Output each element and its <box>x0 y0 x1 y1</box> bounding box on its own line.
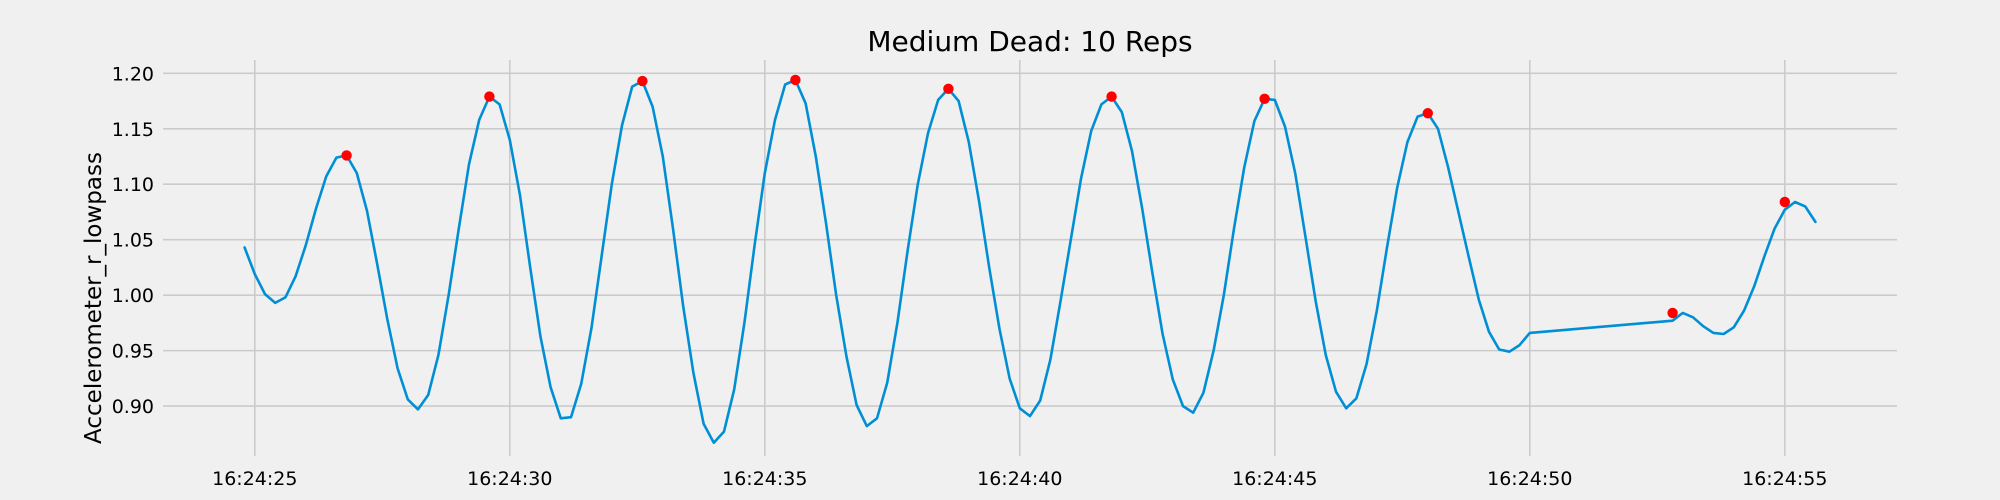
peak-marker <box>1259 93 1270 105</box>
peaks-layer <box>341 74 1791 319</box>
x-tick-label: 16:24:25 <box>212 468 297 490</box>
peak-marker <box>1106 91 1117 102</box>
series-layer <box>243 78 1817 445</box>
y-tick-label: 0.90 <box>112 396 154 418</box>
peak-marker <box>1667 307 1678 319</box>
x-gridlines <box>254 60 1786 456</box>
y-gridlines <box>163 72 1897 407</box>
x-tick-label: 16:24:45 <box>1232 468 1317 490</box>
y-tick-label: 1.15 <box>112 119 154 141</box>
peak-marker <box>341 150 352 161</box>
series-line <box>243 78 1817 445</box>
x-tick-label: 16:24:55 <box>1742 468 1827 490</box>
y-tick-labels: 0.90 0.95 1.00 1.05 1.10 1.15 1.20 <box>112 63 154 418</box>
peak-marker <box>1779 196 1791 208</box>
peak-marker <box>790 74 801 86</box>
y-tick-label: 1.20 <box>112 63 154 85</box>
chart-title: Medium Dead: 10 Reps <box>867 25 1192 58</box>
x-tick-label: 16:24:35 <box>722 468 807 490</box>
x-tick-label: 16:24:30 <box>467 468 552 490</box>
y-tick-label: 1.10 <box>112 174 154 196</box>
y-axis-title: Accelerometer_r_lowpass <box>81 152 107 444</box>
peak-marker <box>1422 108 1434 119</box>
y-tick-label: 1.00 <box>112 285 154 307</box>
x-tick-label: 16:24:50 <box>1487 468 1572 490</box>
peak-marker <box>943 83 954 95</box>
peak-marker <box>484 91 495 102</box>
x-tick-label: 16:24:40 <box>977 468 1062 490</box>
x-tick-labels: 16:24:25 16:24:30 16:24:35 16:24:40 16:24:45… <box>212 468 1827 490</box>
y-tick-label: 1.05 <box>112 230 154 252</box>
peak-marker <box>637 75 648 87</box>
y-tick-label: 0.95 <box>112 341 154 363</box>
